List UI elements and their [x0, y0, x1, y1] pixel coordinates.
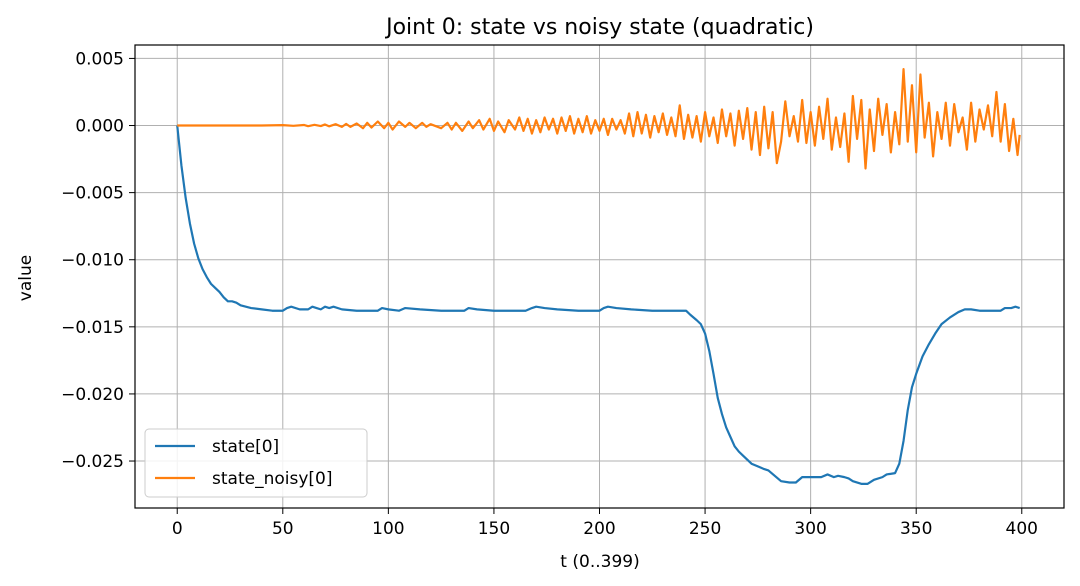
x-tick-label: 250 [689, 519, 721, 539]
series-line-0 [176, 125, 1020, 485]
y-tick-label: −0.005 [61, 184, 124, 204]
y-tick-label: −0.020 [61, 385, 124, 405]
y-tick-label: 0.005 [75, 49, 124, 69]
x-axis-label: t (0..399) [560, 552, 639, 572]
legend-label: state[0] [212, 437, 279, 457]
chart-title: Joint 0: state vs noisy state (quadratic… [384, 15, 814, 40]
x-tick-label: 200 [583, 519, 615, 539]
legend: state[0] state_noisy[0] [144, 428, 368, 498]
plot-area [176, 68, 1021, 485]
x-tick-label: 50 [272, 519, 294, 539]
x-tick-label: 300 [794, 519, 826, 539]
x-tick-label: 100 [372, 519, 404, 539]
x-tick-label: 350 [900, 519, 932, 539]
x-tick-label: 0 [172, 519, 183, 539]
y-tick-label: −0.025 [61, 452, 124, 472]
legend-label: state_noisy[0] [212, 469, 332, 489]
x-tick-label: 400 [1006, 519, 1038, 539]
series-line-1 [177, 68, 1021, 170]
y-tick-label: −0.010 [61, 251, 124, 271]
legend-box [144, 428, 368, 498]
y-axis-label: value [16, 255, 36, 301]
x-tick-label: 150 [478, 519, 510, 539]
y-tick-label: −0.015 [61, 318, 124, 338]
axis-ticks: 0 50 100 150 200 250 300 350 400 0.005 0.000 −0.005… [61, 49, 1038, 539]
y-tick-label: 0.000 [75, 117, 124, 137]
